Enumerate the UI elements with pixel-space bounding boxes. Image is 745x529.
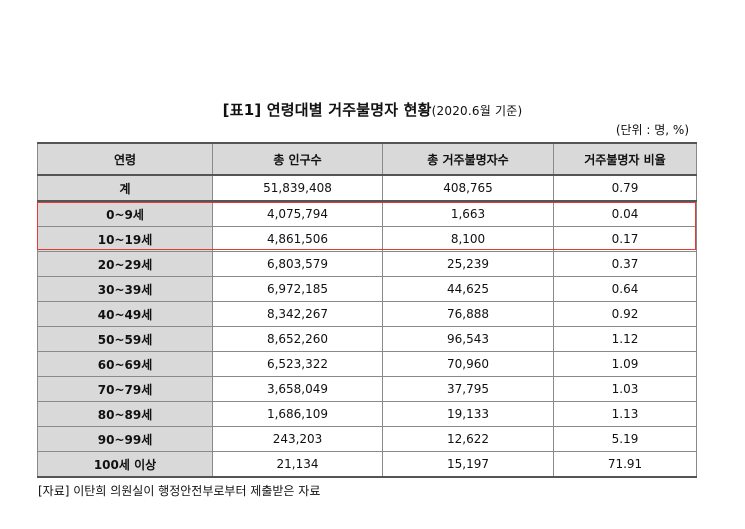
table-row: 0~9세 4,075,794 1,663 0.04 [37,200,697,227]
cell-ratio: 5.19 [553,426,697,452]
cell-unregistered: 408,765 [382,174,554,202]
cell-ratio: 71.91 [553,451,697,478]
unit-note: (단위 : 명, %) [615,123,689,137]
cell-age: 70~79세 [37,376,213,402]
cell-population: 8,342,267 [212,301,383,327]
cell-ratio: 0.79 [553,174,697,202]
table-title: [표1] 연령대별 거주불명자 현황(2020.6월 기준) [0,99,745,120]
cell-ratio: 0.04 [553,200,697,227]
cell-population: 6,523,322 [212,351,383,377]
cell-unregistered: 8,100 [382,226,554,252]
cell-unregistered: 70,960 [382,351,554,377]
table-row: 계 51,839,408 408,765 0.79 [37,174,697,202]
cell-population: 1,686,109 [212,401,383,427]
cell-unregistered: 76,888 [382,301,554,327]
table-title-date: (2020.6월 기준) [431,104,523,118]
header-age: 연령 [37,142,213,176]
table-row: 20~29세 6,803,579 25,239 0.37 [37,251,697,277]
header-ratio: 거주불명자 비율 [553,142,697,176]
cell-population: 243,203 [212,426,383,452]
table-row: 40~49세 8,342,267 76,888 0.92 [37,301,697,327]
cell-population: 6,972,185 [212,276,383,302]
table-row: 10~19세 4,861,506 8,100 0.17 [37,226,697,252]
table-title-main: [표1] 연령대별 거주불명자 현황 [222,101,432,119]
cell-unregistered: 44,625 [382,276,554,302]
table-row: 30~39세 6,972,185 44,625 0.64 [37,276,697,302]
cell-age: 30~39세 [37,276,213,302]
table-row: 90~99세 243,203 12,622 5.19 [37,426,697,452]
cell-age: 50~59세 [37,326,213,352]
cell-unregistered: 15,197 [382,451,554,478]
cell-age: 100세 이상 [37,451,213,478]
cell-ratio: 1.13 [553,401,697,427]
cell-ratio: 0.37 [553,251,697,277]
cell-age: 0~9세 [37,200,213,227]
cell-unregistered: 37,795 [382,376,554,402]
cell-unregistered: 1,663 [382,200,554,227]
cell-age: 계 [37,174,213,202]
header-unregistered: 총 거주불명자수 [382,142,554,176]
source-note: [자료] 이탄희 의원실이 행정안전부로부터 제출받은 자료 [38,484,321,498]
table-row: 80~89세 1,686,109 19,133 1.13 [37,401,697,427]
table-row: 100세 이상 21,134 15,197 71.91 [37,451,697,478]
cell-population: 6,803,579 [212,251,383,277]
cell-ratio: 1.12 [553,326,697,352]
table-row: 50~59세 8,652,260 96,543 1.12 [37,326,697,352]
cell-ratio: 0.92 [553,301,697,327]
cell-ratio: 1.03 [553,376,697,402]
cell-age: 90~99세 [37,426,213,452]
cell-unregistered: 19,133 [382,401,554,427]
cell-age: 10~19세 [37,226,213,252]
cell-ratio: 0.64 [553,276,697,302]
cell-population: 4,075,794 [212,200,383,227]
cell-ratio: 1.09 [553,351,697,377]
table-row: 70~79세 3,658,049 37,795 1.03 [37,376,697,402]
cell-unregistered: 25,239 [382,251,554,277]
cell-population: 51,839,408 [212,174,383,202]
cell-age: 60~69세 [37,351,213,377]
cell-unregistered: 96,543 [382,326,554,352]
table-header-row: 연령 총 인구수 총 거주불명자수 거주불명자 비율 [37,142,697,176]
cell-age: 80~89세 [37,401,213,427]
cell-population: 8,652,260 [212,326,383,352]
cell-population: 3,658,049 [212,376,383,402]
cell-unregistered: 12,622 [382,426,554,452]
data-table: 연령 총 인구수 총 거주불명자수 거주불명자 비율 계 51,839,408 40… [37,142,697,478]
cell-age: 40~49세 [37,301,213,327]
header-population: 총 인구수 [212,142,383,176]
cell-population: 4,861,506 [212,226,383,252]
cell-age: 20~29세 [37,251,213,277]
cell-ratio: 0.17 [553,226,697,252]
cell-population: 21,134 [212,451,383,478]
table-row: 60~69세 6,523,322 70,960 1.09 [37,351,697,377]
